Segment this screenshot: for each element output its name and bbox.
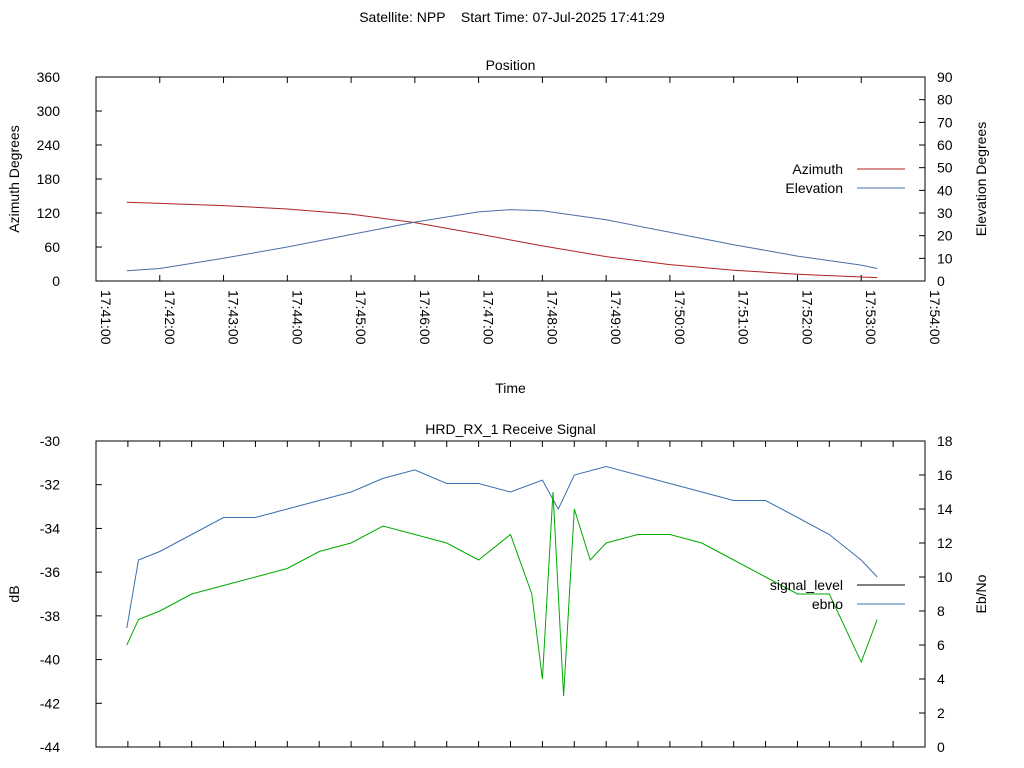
left-y-tick-label: 180 bbox=[37, 171, 61, 187]
x-tick-label: 17:43:00 bbox=[226, 290, 242, 345]
x-tick-label: 17:42:00 bbox=[162, 290, 178, 345]
x-axis-label: Time bbox=[495, 380, 526, 396]
series-line-Elevation bbox=[126, 209, 878, 272]
left-y-tick-label: -36 bbox=[40, 564, 60, 580]
right-y-tick-label: 90 bbox=[937, 69, 953, 85]
left-y-tick-label: 0 bbox=[52, 273, 60, 289]
legend-label: Azimuth bbox=[792, 161, 843, 177]
right-y-tick-label: 70 bbox=[937, 114, 953, 130]
right-y-tick-label: 16 bbox=[937, 467, 953, 483]
left-y-tick-label: -42 bbox=[40, 695, 60, 711]
left-y-tick-label: -34 bbox=[40, 520, 60, 536]
right-y-tick-label: 10 bbox=[937, 250, 953, 266]
right-y-tick-label: 14 bbox=[937, 501, 953, 517]
left-y-tick-label: 360 bbox=[37, 69, 61, 85]
left-y-tick-label: -30 bbox=[40, 433, 60, 449]
left-y-tick-label: -40 bbox=[40, 652, 60, 668]
left-y-tick-label: -38 bbox=[40, 608, 60, 624]
position-chart: Position 0 60 120 180 240 300 360 0 10 20 30 40 50 60 7… bbox=[6, 57, 989, 396]
right-y-tick-label: 60 bbox=[937, 137, 953, 153]
plot-frame bbox=[95, 76, 926, 282]
right-y-tick-label: 20 bbox=[937, 228, 953, 244]
left-y-tick-label: 120 bbox=[37, 205, 61, 221]
left-y-tick-label: 300 bbox=[37, 103, 61, 119]
x-tick-label: 17:53:00 bbox=[863, 290, 879, 345]
right-y-tick-label: 6 bbox=[937, 637, 945, 653]
x-tick-label: 17:54:00 bbox=[927, 290, 943, 345]
left-y-tick-label: -32 bbox=[40, 477, 60, 493]
right-y-tick-label: 80 bbox=[937, 92, 953, 108]
legend-label: Elevation bbox=[785, 180, 843, 196]
right-y-tick-label: 50 bbox=[937, 160, 953, 176]
receive-signal-chart: HRD_RX_1 Receive Signal -44 -42 -40 -38 -36 -3… bbox=[6, 421, 989, 755]
right-y-tick-label: 18 bbox=[937, 433, 953, 449]
right-y-tick-label: 2 bbox=[937, 705, 945, 721]
right-y-axis-label: Elevation Degrees bbox=[973, 122, 989, 236]
right-y-tick-label: 4 bbox=[937, 671, 945, 687]
legend-label: signal_level bbox=[770, 577, 843, 593]
left-y-axis-label: Azimuth Degrees bbox=[6, 125, 22, 232]
x-tick-label: 17:48:00 bbox=[544, 290, 560, 345]
x-tick-label: 17:44:00 bbox=[289, 290, 305, 345]
legend-label: ebno bbox=[812, 596, 843, 612]
right-y-tick-label: 0 bbox=[937, 273, 945, 289]
x-tick-label: 17:51:00 bbox=[736, 290, 752, 345]
x-tick-label: 17:52:00 bbox=[799, 290, 815, 345]
right-y-axis-label: Eb/No bbox=[973, 574, 989, 613]
x-tick-label: 17:46:00 bbox=[417, 290, 433, 345]
series-line-Azimuth bbox=[126, 201, 878, 279]
x-tick-label: 17:49:00 bbox=[608, 290, 624, 345]
left-y-tick-label: 60 bbox=[44, 239, 60, 255]
series-line-unnamed-2 bbox=[126, 491, 878, 697]
right-y-tick-label: 12 bbox=[937, 535, 953, 551]
left-y-axis-label: dB bbox=[6, 585, 22, 602]
chart-title: Position bbox=[486, 57, 536, 73]
right-y-tick-label: 10 bbox=[937, 569, 953, 585]
x-tick-label: 17:41:00 bbox=[98, 290, 114, 345]
right-y-tick-label: 40 bbox=[937, 182, 953, 198]
chart-title: HRD_RX_1 Receive Signal bbox=[425, 421, 595, 437]
series-line-ebno bbox=[126, 465, 878, 629]
right-y-tick-label: 8 bbox=[937, 603, 945, 619]
left-y-tick-label: 240 bbox=[37, 137, 61, 153]
left-y-tick-label: -44 bbox=[40, 739, 60, 755]
right-y-tick-label: 30 bbox=[937, 205, 953, 221]
page-title: Satellite: NPP Start Time: 07-Jul-2025 1… bbox=[359, 9, 665, 25]
x-tick-label: 17:47:00 bbox=[481, 290, 497, 345]
x-tick-label: 17:45:00 bbox=[353, 290, 369, 345]
right-y-tick-label: 0 bbox=[937, 739, 945, 755]
x-tick-label: 17:50:00 bbox=[672, 290, 688, 345]
